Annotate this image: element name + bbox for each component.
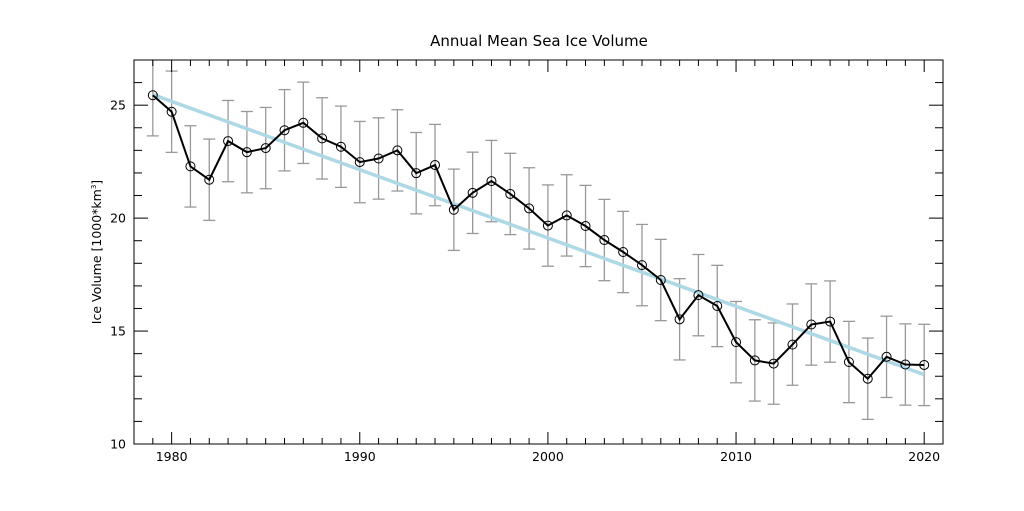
data-point [693,290,704,301]
data-point [806,319,817,330]
data-point [204,174,215,185]
data-point [335,141,346,152]
x-tick-labels: 1980 1990 2000 2010 2020 [156,449,940,464]
y-tick-label: 15 [110,324,126,339]
data-point [580,221,591,232]
data-point [147,90,158,101]
data-point [768,358,779,369]
data-point [843,357,854,368]
data-point [467,187,478,198]
x-tick-label: 2000 [532,449,564,464]
data-point [731,337,742,348]
y-tick-label: 25 [110,98,126,113]
data-point [919,359,930,370]
data-point [561,210,572,221]
error-bars [146,60,931,421]
data-point [825,316,836,327]
data-series-group [147,90,930,384]
data-point [486,176,497,187]
data-point [881,351,892,362]
data-point [712,300,723,311]
data-point [599,235,610,246]
data-point [787,339,798,350]
data-point [223,136,234,147]
x-tick-label: 2020 [908,449,940,464]
data-point [317,133,328,144]
axes [133,59,944,445]
y-tick-label: 10 [110,437,126,452]
y-tick-label: 20 [110,211,126,226]
x-tick-label: 2010 [720,449,752,464]
trend-line [152,92,925,377]
trend-line-group [152,92,925,377]
data-point [260,143,271,154]
data-point [618,247,629,257]
data-point [279,125,290,136]
chart-title: Annual Mean Sea Ice Volume [430,32,648,50]
data-point [185,161,196,172]
y-axis-label: Ice Volume [1000*km3] [89,180,104,324]
data-point [542,220,553,231]
data-point [448,204,459,215]
data-point [166,106,177,117]
x-tick-label: 1980 [156,449,188,464]
data-point [392,145,403,156]
data-point [636,260,647,271]
data-point [411,168,422,179]
data-point [655,275,666,286]
y-tick-labels: 10 15 20 25 [110,98,126,452]
data-point [900,359,911,370]
data-point [749,355,760,366]
x-tick-label: 1990 [344,449,376,464]
data-point [373,153,384,164]
data-point [430,160,441,171]
data-point [674,314,685,325]
data-point [354,157,365,168]
axes-frame [133,59,944,445]
data-point [241,147,252,158]
data-point [862,373,873,384]
data-point [298,117,309,128]
data-point [505,188,516,199]
data-point [524,203,535,214]
